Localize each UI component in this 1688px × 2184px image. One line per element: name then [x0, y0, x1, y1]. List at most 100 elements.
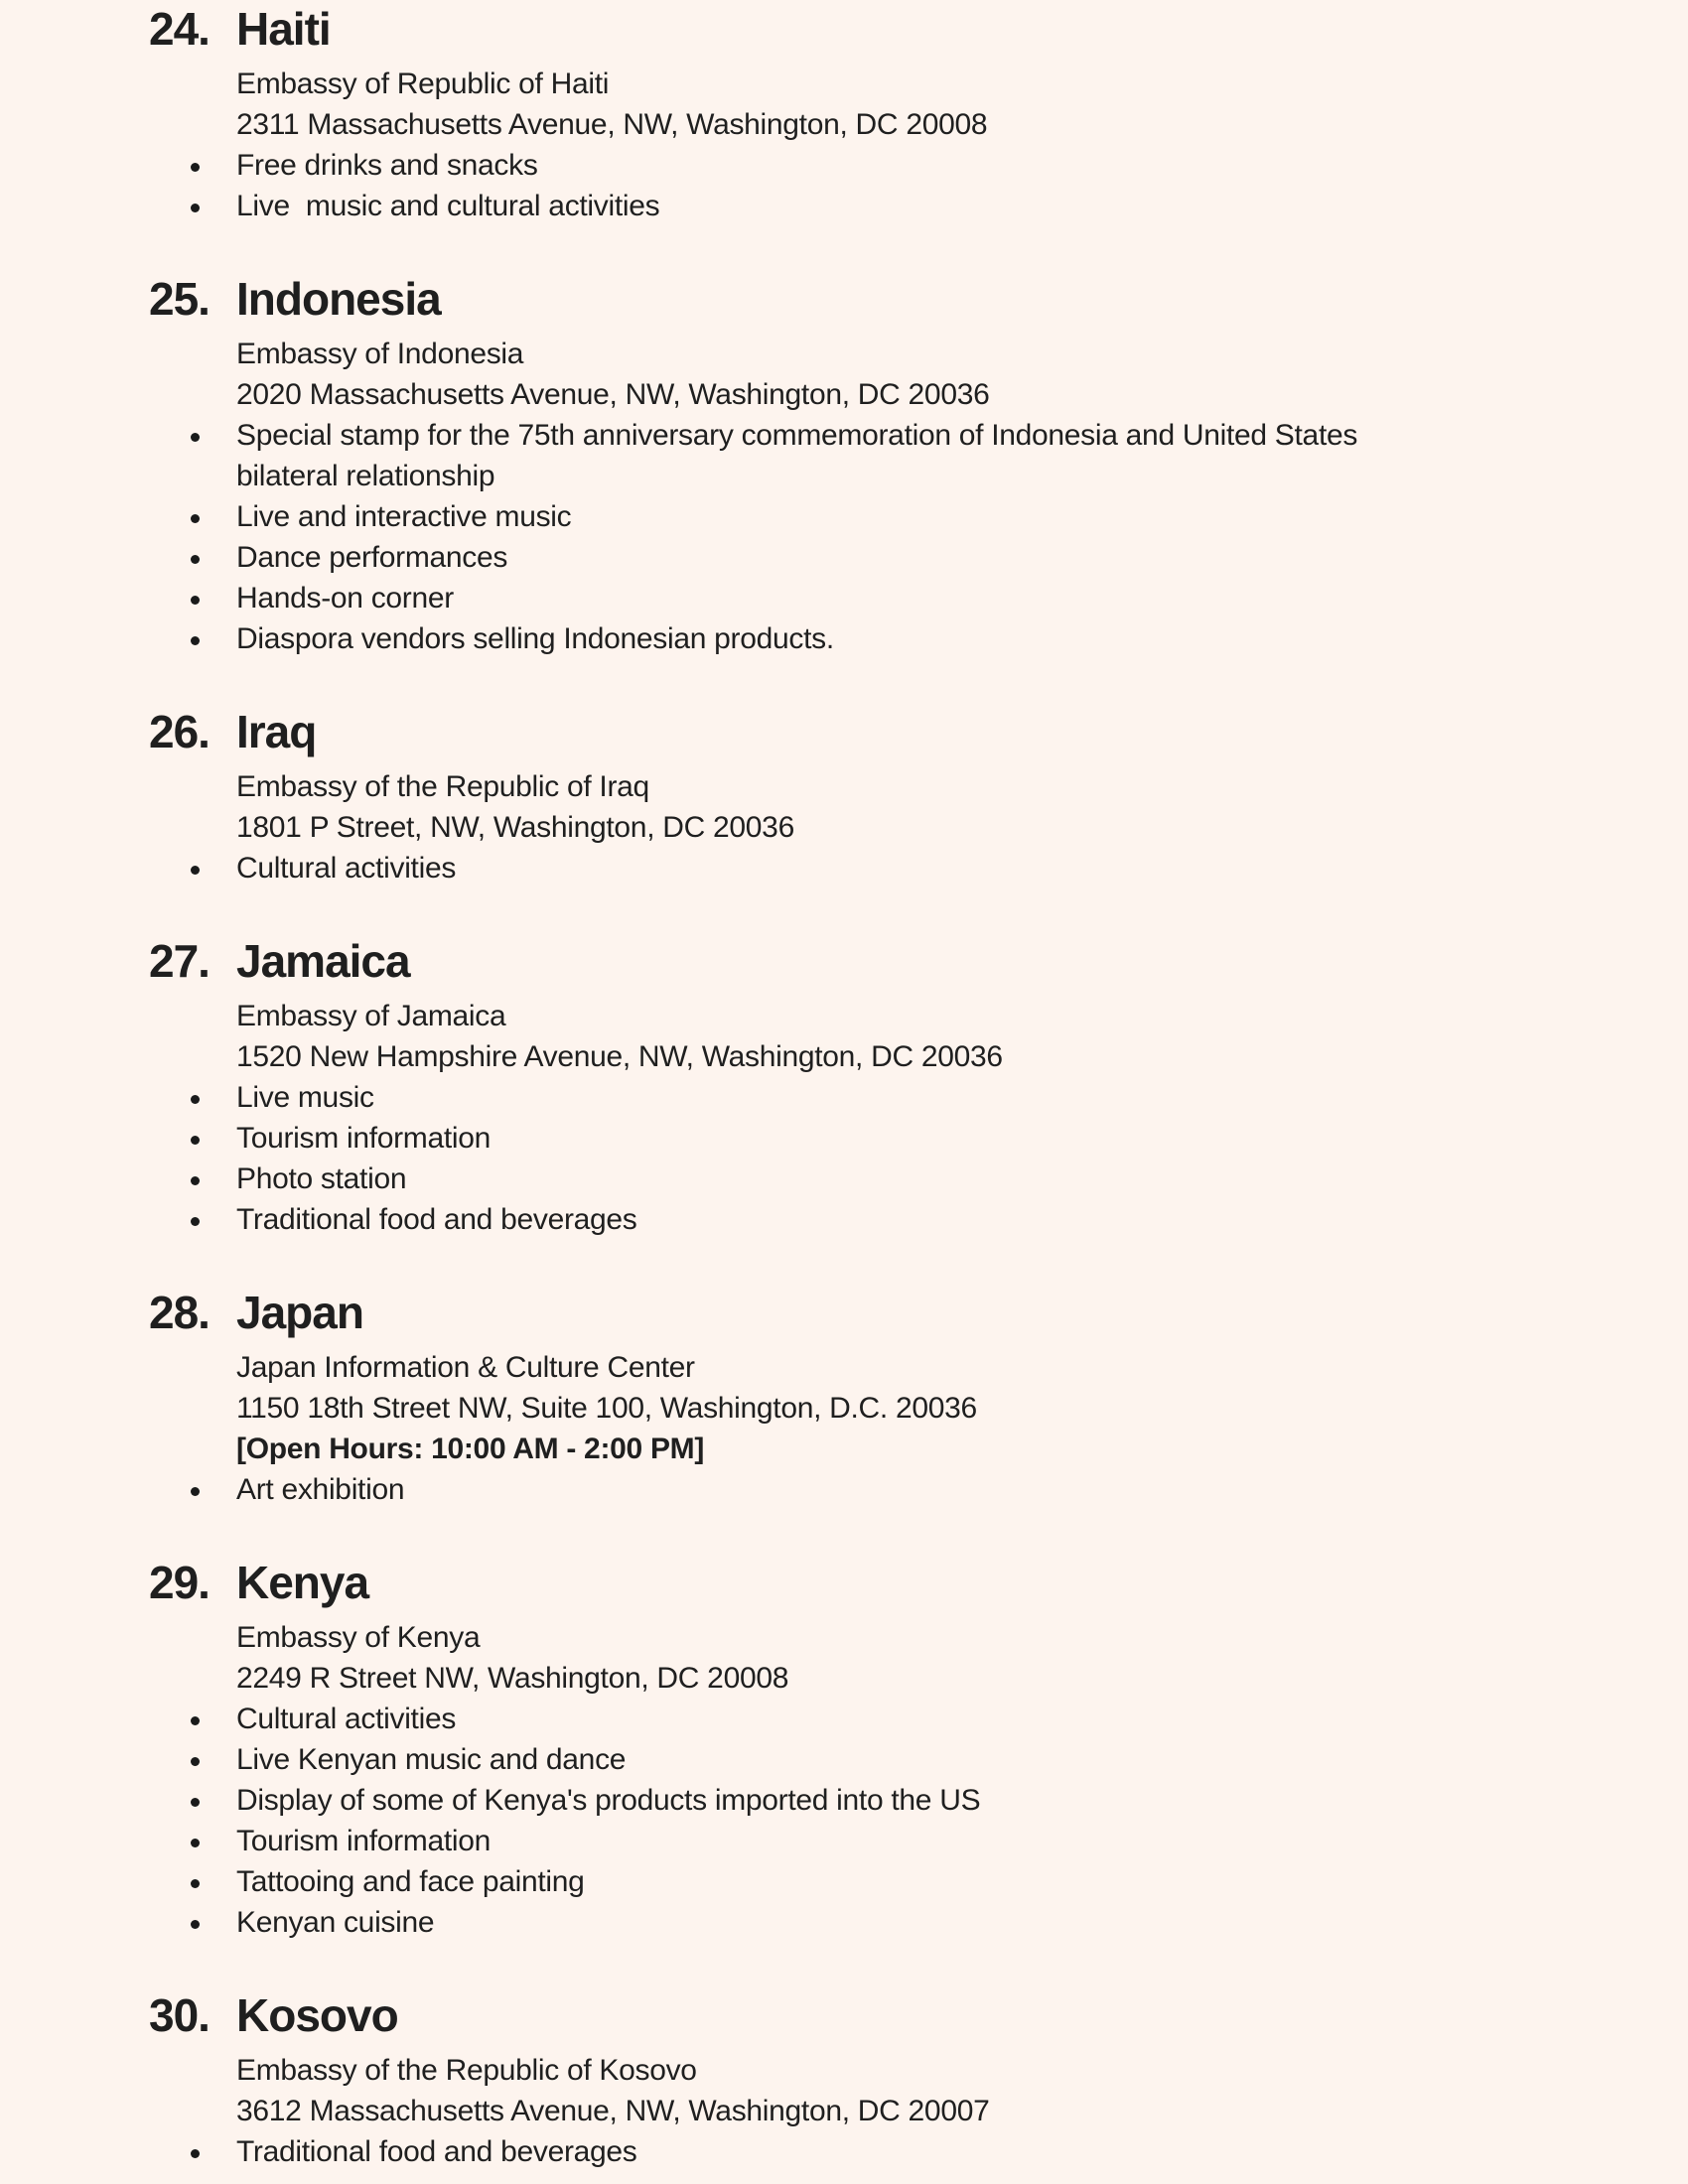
bullet-icon	[191, 555, 200, 564]
activity-text: Live Kenyan music and dance	[236, 1743, 627, 1776]
embassy-name: Embassy of Indonesia	[236, 338, 524, 370]
activity-text: Art exhibition	[236, 1473, 405, 1506]
bullet-icon	[191, 1716, 200, 1725]
bullet-icon	[191, 1487, 200, 1496]
section-title: Jamaica	[236, 935, 411, 987]
embassy-section: 25. Indonesia Embassy of Indonesia 2020 Mas…	[149, 275, 1599, 659]
activity-text: Cultural activities	[236, 852, 457, 885]
activity-text: Live and interactive music	[236, 500, 572, 533]
activity-item: Diaspora vendors selling Indonesian prod…	[191, 618, 1448, 659]
activity-text: Traditional food and beverages	[236, 1203, 637, 1236]
embassy-name: Embassy of Jamaica	[236, 1000, 506, 1032]
section-number: 29.	[149, 1557, 211, 1608]
embassy-section: 29. Kenya Embassy of Kenya 2249 R Street NW…	[149, 1559, 1599, 1943]
section-body: Embassy of the Republic of Kosovo 3612 Ma…	[191, 2050, 1448, 2172]
activity-item: Kenyan cuisine	[191, 1902, 1448, 1943]
section-title: Kosovo	[236, 1989, 399, 2041]
embassy-sections: 24. Haiti Embassy of Republic of Haiti 2311…	[149, 5, 1599, 2172]
activity-text: Live music and cultural activities	[236, 190, 660, 222]
section-heading: 24. Haiti	[149, 5, 1599, 53]
activity-text: Tourism information	[236, 1122, 492, 1155]
activity-text: Cultural activities	[236, 1703, 457, 1735]
bullet-icon	[191, 433, 200, 442]
activity-text: Live music	[236, 1081, 374, 1114]
bullet-icon	[191, 514, 200, 523]
activity-item: Live music	[191, 1077, 1448, 1118]
section-number: 25.	[149, 273, 211, 325]
embassy-name: Embassy of Kenya	[236, 1621, 481, 1654]
section-body: Embassy of Jamaica 1520 New Hampshire Ave…	[191, 996, 1448, 1240]
embassy-section: 24. Haiti Embassy of Republic of Haiti 2311…	[149, 5, 1599, 226]
bullet-icon	[191, 1920, 200, 1929]
section-body: Embassy of the Republic of Iraq 1801 P St…	[191, 766, 1448, 888]
embassy-section: 27. Jamaica Embassy of Jamaica 1520 New Ham…	[149, 937, 1599, 1240]
bullet-icon	[191, 1879, 200, 1888]
section-number: 30.	[149, 1989, 211, 2041]
activity-text: Tattooing and face painting	[236, 1865, 585, 1898]
activity-item: Photo station	[191, 1159, 1448, 1199]
activity-text: Kenyan cuisine	[236, 1906, 435, 1939]
activity-text: Special stamp for the 75th anniversary c…	[236, 419, 1366, 492]
activity-item: Cultural activities	[191, 1699, 1448, 1739]
section-body: Japan Information & Culture Center 1150 1…	[191, 1347, 1448, 1510]
section-body: Embassy of Kenya 2249 R Street NW, Washin…	[191, 1617, 1448, 1943]
bullet-icon	[191, 1136, 200, 1145]
bullet-icon	[191, 636, 200, 645]
embassy-name: Embassy of Republic of Haiti	[236, 68, 610, 100]
bullet-icon	[191, 1176, 200, 1185]
activity-item: Display of some of Kenya's products impo…	[191, 1780, 1448, 1821]
activity-text: Photo station	[236, 1162, 407, 1195]
section-body: Embassy of Indonesia 2020 Massachusetts A…	[191, 334, 1448, 659]
activity-item: Dance performances	[191, 537, 1448, 578]
section-number: 24.	[149, 3, 211, 55]
section-number: 27.	[149, 935, 211, 987]
open-hours: [Open Hours: 10:00 AM - 2:00 PM]	[236, 1433, 705, 1465]
section-number: 26.	[149, 706, 211, 757]
bullet-icon	[191, 1757, 200, 1766]
activity-text: Traditional food and beverages	[236, 2135, 637, 2168]
section-heading: 29. Kenya	[149, 1559, 1599, 1606]
embassy-address: 1520 New Hampshire Avenue, NW, Washingto…	[236, 1040, 1003, 1073]
activity-item: Special stamp for the 75th anniversary c…	[191, 415, 1448, 496]
embassy-name: Embassy of the Republic of Kosovo	[236, 2054, 697, 2087]
activity-text: Tourism information	[236, 1825, 492, 1857]
embassy-name: Japan Information & Culture Center	[236, 1351, 695, 1384]
embassy-section: 26. Iraq Embassy of the Republic of Iraq 18…	[149, 708, 1599, 888]
activity-item: Cultural activities	[191, 848, 1448, 888]
activity-text: Dance performances	[236, 541, 508, 574]
section-heading: 30. Kosovo	[149, 1991, 1599, 2039]
activity-text: Diaspora vendors selling Indonesian prod…	[236, 622, 834, 655]
section-heading: 28. Japan	[149, 1289, 1599, 1336]
activity-item: Traditional food and beverages	[191, 1199, 1448, 1240]
embassy-address: 2311 Massachusetts Avenue, NW, Washingto…	[236, 108, 988, 141]
bullet-icon	[191, 1217, 200, 1226]
activity-item: Live and interactive music	[191, 496, 1448, 537]
activity-item: Tourism information	[191, 1118, 1448, 1159]
embassy-address: 2249 R Street NW, Washington, DC 20008	[236, 1662, 789, 1695]
embassy-section: 30. Kosovo Embassy of the Republic of Koso…	[149, 1991, 1599, 2172]
section-title: Japan	[236, 1287, 364, 1338]
activity-item: Live Kenyan music and dance	[191, 1739, 1448, 1780]
section-heading: 25. Indonesia	[149, 275, 1599, 323]
embassy-address: 3612 Massachusetts Avenue, NW, Washingto…	[236, 2095, 990, 2127]
activity-text: Free drinks and snacks	[236, 149, 538, 182]
embassy-name: Embassy of the Republic of Iraq	[236, 770, 649, 803]
bullet-icon	[191, 1095, 200, 1104]
activity-text: Hands-on corner	[236, 582, 454, 614]
bullet-icon	[191, 163, 200, 172]
embassy-address: 1150 18th Street NW, Suite 100, Washingt…	[236, 1392, 977, 1425]
section-heading: 27. Jamaica	[149, 937, 1599, 985]
activity-text: Display of some of Kenya's products impo…	[236, 1784, 981, 1817]
section-title: Iraq	[236, 706, 317, 757]
bullet-icon	[191, 2149, 200, 2158]
bullet-icon	[191, 866, 200, 875]
bullet-icon	[191, 596, 200, 605]
embassy-section: 28. Japan Japan Information & Culture Cent…	[149, 1289, 1599, 1510]
activity-item: Tattooing and face painting	[191, 1861, 1448, 1902]
bullet-icon	[191, 1798, 200, 1807]
activity-item: Art exhibition	[191, 1469, 1448, 1510]
bullet-icon	[191, 1839, 200, 1847]
activity-item: Live music and cultural activities	[191, 186, 1448, 226]
section-number: 28.	[149, 1287, 211, 1338]
